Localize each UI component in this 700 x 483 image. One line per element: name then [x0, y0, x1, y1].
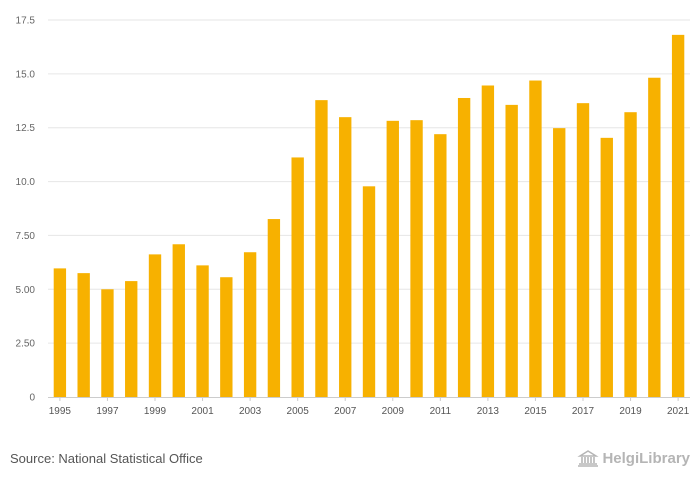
bar-2018 [600, 137, 613, 398]
bar-series [53, 34, 685, 398]
bar-2017 [576, 103, 590, 397]
library-building-icon [577, 449, 600, 467]
bar-2020 [648, 77, 661, 397]
bar-2019 [624, 112, 637, 397]
y-axis-ticks: 0 2.50 5.00 7.50 10.0 12.5 15.0 17.5 [16, 16, 36, 404]
x-tick-label: 2015 [524, 406, 547, 417]
logo-text: HelgiLibrary [602, 449, 690, 467]
y-tick-label: 15.0 [16, 69, 36, 80]
bar-2005 [291, 157, 304, 397]
bar-2009 [386, 120, 399, 398]
x-tick-label: 2013 [477, 406, 500, 417]
bar-2002 [220, 277, 233, 397]
x-axis-ticks: 1995 1997 1999 2001 2003 2005 2007 2009 2011 2013… [49, 406, 690, 417]
x-tick-label: 2003 [239, 406, 262, 417]
bar-2013 [481, 85, 495, 397]
bar-1995 [53, 268, 67, 397]
y-tick-label: 10.0 [16, 177, 36, 188]
x-tick-label: 2005 [287, 406, 310, 417]
y-tick-label: 0 [29, 393, 35, 404]
bar-2014 [505, 104, 518, 398]
bar-1998 [125, 281, 138, 397]
bar-2003 [243, 252, 257, 397]
bar-2011 [434, 134, 447, 398]
bar-1996 [77, 273, 90, 397]
x-tick-label: 2007 [334, 406, 357, 417]
bar-2012 [457, 97, 471, 398]
x-tick-label: 2011 [430, 406, 452, 417]
y-tick-label: 2.50 [16, 339, 36, 350]
x-tick-label: 2019 [619, 406, 642, 417]
bar-2010 [410, 120, 423, 397]
y-tick-label: 12.5 [16, 123, 36, 134]
bar-2001 [196, 265, 209, 397]
x-tick-label: 1995 [49, 406, 72, 417]
x-tick-label: 2001 [191, 406, 214, 417]
helgi-library-logo: HelgiLibrary [577, 449, 690, 467]
bar-2016 [553, 128, 566, 397]
source-note: Source: National Statistical Office [10, 451, 203, 466]
y-tick-label: 17.5 [16, 16, 36, 27]
bar-2021 [671, 34, 685, 398]
x-tick-label: 2017 [572, 406, 595, 417]
x-tick-label: 1999 [144, 406, 167, 417]
bar-2007 [339, 117, 352, 397]
x-tick-label: 2009 [382, 406, 405, 417]
bar-2008 [362, 186, 376, 397]
x-axis [48, 397, 690, 401]
bar-2006 [315, 100, 328, 397]
y-tick-label: 7.50 [16, 231, 36, 242]
x-tick-label: 2021 [667, 406, 690, 417]
x-tick-label: 1997 [96, 406, 119, 417]
bar-2015 [529, 80, 542, 397]
bar-2000 [172, 244, 185, 397]
bar-2004 [267, 219, 281, 397]
bar-1999 [148, 254, 162, 397]
bar-1997 [101, 289, 114, 397]
y-tick-label: 5.00 [16, 285, 36, 296]
